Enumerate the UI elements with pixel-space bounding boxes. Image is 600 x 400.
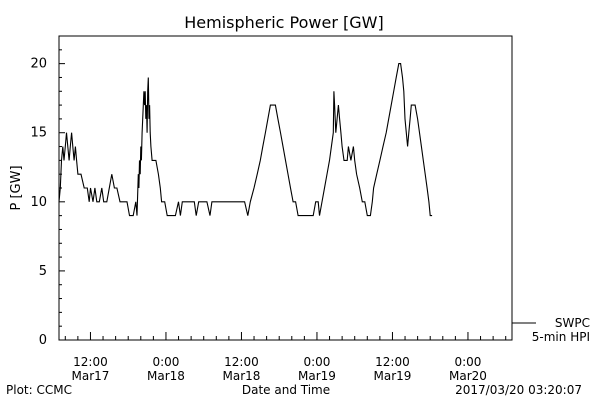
y-tick-label: 10 bbox=[30, 195, 47, 210]
x-tick-label: 12:00 bbox=[375, 355, 410, 369]
plot-frame bbox=[58, 35, 513, 341]
x-tick-date: Mar17 bbox=[71, 369, 109, 383]
x-tick-date: Mar19 bbox=[373, 369, 411, 383]
x-axis: 12:00Mar170:00Mar1812:00Mar180:00Mar1912… bbox=[64, 332, 507, 383]
y-tick-label: 5 bbox=[39, 264, 47, 279]
x-tick-label: 12:00 bbox=[73, 355, 108, 369]
legend-label-swpc: SWPC bbox=[555, 316, 590, 330]
x-tick-date: Mar18 bbox=[222, 369, 260, 383]
legend-label-hpi: 5-min HPI bbox=[532, 330, 590, 344]
x-tick-date: Mar18 bbox=[147, 369, 185, 383]
y-tick-label: 20 bbox=[30, 57, 47, 72]
x-tick-label: 12:00 bbox=[224, 355, 259, 369]
series-layer bbox=[58, 63, 433, 217]
x-tick-date: Mar19 bbox=[298, 369, 336, 383]
footer-credit: Plot: CCMC bbox=[6, 383, 72, 397]
y-axis-label: P [GW] bbox=[9, 165, 24, 210]
footer-timestamp: 2017/03/20 03:20:07 bbox=[455, 383, 582, 397]
x-tick-label: 0:00 bbox=[454, 355, 481, 369]
x-tick-label: 0:00 bbox=[152, 355, 179, 369]
x-axis-label: Date and Time bbox=[242, 383, 330, 397]
x-tick-date: Mar20 bbox=[449, 369, 487, 383]
y-tick-label: 0 bbox=[39, 333, 47, 348]
y-tick-label: 15 bbox=[30, 126, 47, 141]
series-line-swpc bbox=[58, 63, 433, 217]
chart-title: Hemispheric Power [GW] bbox=[184, 13, 383, 32]
x-tick-label: 0:00 bbox=[303, 355, 330, 369]
